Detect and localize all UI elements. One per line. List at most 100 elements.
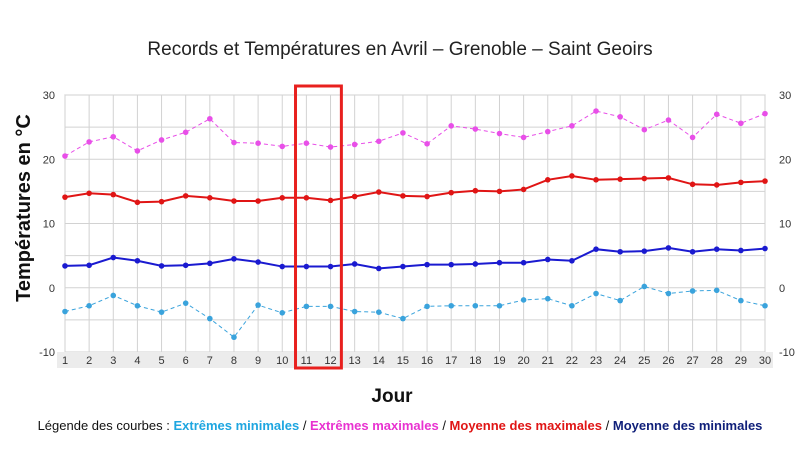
data-point bbox=[134, 257, 141, 264]
x-tick-label: 22 bbox=[566, 355, 578, 367]
data-point bbox=[158, 309, 165, 315]
data-point bbox=[279, 195, 286, 201]
data-point bbox=[182, 262, 189, 269]
data-point bbox=[593, 246, 599, 252]
x-tick-label: 13 bbox=[349, 355, 361, 367]
data-point bbox=[472, 187, 479, 194]
data-point bbox=[351, 308, 358, 315]
data-point bbox=[375, 189, 382, 195]
x-tick-label: 15 bbox=[397, 355, 409, 367]
y-tick-label-left: 20 bbox=[43, 154, 55, 166]
data-point bbox=[569, 257, 575, 264]
data-point bbox=[207, 315, 213, 322]
data-point bbox=[400, 193, 406, 199]
data-point bbox=[424, 141, 430, 147]
data-point bbox=[472, 302, 479, 309]
data-point bbox=[86, 139, 92, 145]
data-point bbox=[713, 287, 720, 294]
data-point bbox=[375, 138, 382, 145]
data-point bbox=[279, 143, 286, 150]
x-tick-label: 7 bbox=[207, 355, 213, 367]
data-point bbox=[231, 334, 237, 341]
data-point bbox=[327, 263, 334, 270]
y-tick-label-left: -10 bbox=[39, 347, 55, 359]
data-point bbox=[496, 259, 503, 266]
y-tick-label-left: 0 bbox=[49, 283, 55, 295]
data-point bbox=[617, 297, 623, 304]
data-point bbox=[617, 176, 623, 182]
data-point bbox=[375, 265, 382, 272]
data-point bbox=[62, 263, 68, 269]
x-tick-label: 18 bbox=[469, 355, 481, 367]
legend-separator: / bbox=[602, 418, 613, 433]
data-point bbox=[86, 190, 92, 197]
x-tick-label: 19 bbox=[493, 355, 505, 367]
data-point bbox=[110, 254, 117, 261]
data-point bbox=[496, 302, 503, 309]
data-point bbox=[762, 302, 768, 309]
data-point bbox=[665, 290, 672, 297]
data-point bbox=[158, 263, 165, 269]
data-point bbox=[689, 181, 696, 188]
x-tick-label: 4 bbox=[134, 355, 140, 367]
series-extremes-minimales bbox=[62, 283, 768, 341]
data-point bbox=[62, 308, 68, 315]
data-point bbox=[424, 193, 430, 200]
data-point bbox=[207, 195, 213, 201]
data-point bbox=[400, 263, 406, 270]
data-point bbox=[62, 194, 68, 200]
x-tick-label: 16 bbox=[421, 355, 433, 367]
data-point bbox=[134, 302, 141, 309]
data-point bbox=[255, 259, 261, 265]
highlight-box bbox=[294, 84, 343, 370]
data-point bbox=[110, 133, 117, 140]
data-point bbox=[231, 198, 237, 204]
data-point bbox=[86, 262, 92, 269]
data-point bbox=[472, 126, 479, 132]
data-point bbox=[255, 140, 261, 146]
series-lines bbox=[62, 108, 768, 341]
data-point bbox=[110, 292, 117, 299]
data-point bbox=[641, 248, 648, 254]
y-tick-label-left: 10 bbox=[43, 219, 55, 231]
data-point bbox=[569, 123, 575, 129]
data-point bbox=[689, 288, 696, 294]
legend-separator: / bbox=[299, 418, 311, 433]
y-tick-label-right: 20 bbox=[779, 154, 791, 166]
data-point bbox=[544, 128, 551, 135]
data-point bbox=[448, 261, 455, 268]
data-point bbox=[665, 245, 672, 251]
data-point bbox=[255, 302, 261, 308]
data-point bbox=[472, 261, 479, 267]
data-point bbox=[231, 139, 237, 146]
data-point bbox=[231, 256, 237, 262]
x-tick-label: 17 bbox=[445, 355, 457, 367]
data-point bbox=[593, 108, 599, 114]
data-point bbox=[110, 191, 117, 198]
legend-prefix: Légende des courbes : bbox=[37, 418, 174, 433]
data-point bbox=[182, 129, 189, 136]
data-point bbox=[544, 177, 551, 183]
data-point bbox=[762, 245, 768, 252]
data-point bbox=[182, 193, 189, 199]
data-point bbox=[738, 297, 744, 304]
data-point bbox=[738, 179, 744, 186]
data-point bbox=[351, 261, 358, 267]
x-tick-label: 9 bbox=[255, 355, 261, 367]
data-point bbox=[86, 302, 92, 309]
x-tick-label: 29 bbox=[735, 355, 747, 367]
data-point bbox=[424, 261, 430, 268]
data-point bbox=[520, 297, 527, 303]
x-tick-label: 8 bbox=[231, 355, 237, 367]
y-tick-label-right: 30 bbox=[779, 90, 791, 102]
data-point bbox=[448, 189, 455, 196]
data-point bbox=[569, 302, 575, 309]
x-tick-label: 5 bbox=[158, 355, 164, 367]
legend-item-extremes-maximales: Extrêmes maximales bbox=[310, 418, 439, 433]
data-point bbox=[279, 263, 286, 270]
data-point bbox=[303, 263, 310, 270]
x-tick-label: 28 bbox=[711, 355, 723, 367]
data-point bbox=[62, 153, 68, 159]
x-tick-label: 11 bbox=[301, 355, 312, 367]
data-point bbox=[520, 259, 527, 266]
